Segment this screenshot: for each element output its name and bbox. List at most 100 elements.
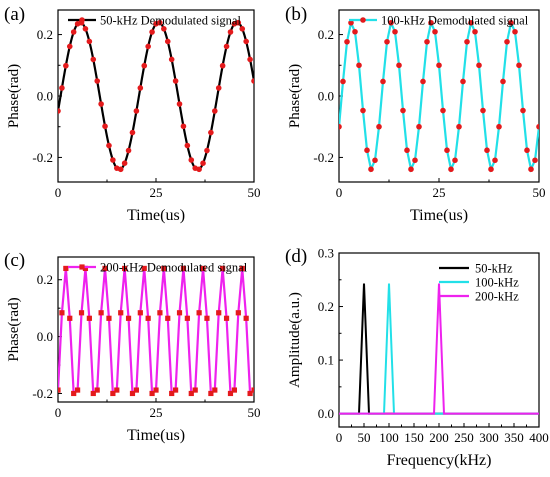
data-point-marker <box>70 29 77 35</box>
data-point-marker <box>528 166 534 173</box>
data-point-marker <box>78 310 85 316</box>
data-point-marker <box>227 29 234 35</box>
legend-label: 50-kHz Demodulated signal <box>100 14 241 28</box>
legend-label: 100-kHz Demodulated signal <box>381 14 529 28</box>
data-point-marker <box>428 19 434 26</box>
y-tick-label: 0.2 <box>318 27 334 42</box>
data-point-marker <box>133 108 140 114</box>
x-tick-label: 50 <box>248 405 261 420</box>
x-tick-label: 250 <box>454 430 474 445</box>
data-point-marker <box>173 387 179 393</box>
data-point-marker <box>94 78 100 84</box>
x-tick-label: 50 <box>248 185 261 200</box>
data-point-marker <box>176 101 183 107</box>
data-point-marker <box>82 265 89 272</box>
data-point-marker <box>172 78 179 84</box>
x-tick-label: 50 <box>533 185 546 200</box>
data-point-marker <box>63 265 69 272</box>
data-point-marker <box>251 387 254 393</box>
y-axis-label: Phase(rad) <box>6 297 22 361</box>
x-tick-label: 25 <box>150 405 163 420</box>
data-point-marker <box>440 107 446 114</box>
data-point-marker <box>94 387 100 393</box>
data-point-marker <box>180 123 187 130</box>
data-point-marker <box>404 147 410 154</box>
data-point-marker <box>168 56 175 63</box>
y-tick-label: -0.2 <box>32 386 53 401</box>
data-point-marker <box>122 265 128 272</box>
legend-marker <box>79 17 85 23</box>
x-tick-label: 0 <box>55 185 62 200</box>
data-point-marker <box>340 78 346 85</box>
y-tick-label: 0.0 <box>318 89 334 104</box>
series-line <box>339 19 539 173</box>
x-axis-label: Time(us) <box>127 207 185 224</box>
x-axis-label: Frequency(kHz) <box>387 452 492 469</box>
data-point-marker <box>251 78 254 84</box>
series-line <box>58 268 254 396</box>
x-axis-label: Time(us) <box>410 207 468 224</box>
data-point-marker <box>227 390 234 397</box>
legend-label: 100-kHz <box>475 276 519 290</box>
x-tick-label: 300 <box>479 430 499 445</box>
y-tick-label: 0.3 <box>318 246 334 261</box>
data-point-marker <box>67 315 73 321</box>
data-point-marker <box>98 101 104 107</box>
data-point-marker <box>416 123 422 130</box>
x-tick-label: 25 <box>433 185 446 200</box>
data-point-marker <box>400 107 406 114</box>
data-point-marker <box>364 147 370 154</box>
chart-panel-1: (a) 0 25 50 -0.2 0.0 0.2 Time(us) Phase(rad) 50-k… <box>4 4 261 224</box>
data-point-marker <box>188 390 194 397</box>
data-point-marker <box>456 123 462 130</box>
data-point-marker <box>129 390 136 397</box>
data-point-marker <box>59 310 65 316</box>
y-tick-label: 0.0 <box>318 406 334 421</box>
data-point-marker <box>200 265 206 272</box>
data-point-marker <box>536 123 539 130</box>
x-tick-label: 0 <box>336 185 343 200</box>
data-point-marker <box>243 315 249 321</box>
data-point-marker <box>164 38 171 45</box>
data-point-marker <box>125 315 132 321</box>
data-point-marker <box>444 147 450 154</box>
chart-panel-4: (d) 0 50 100 150 200 250 300 350 400 0.0 0.1 0.2 0.3 F… <box>285 246 549 470</box>
data-point-marker <box>66 43 73 50</box>
data-point-marker <box>165 315 171 321</box>
data-point-marker <box>420 78 426 85</box>
data-point-marker <box>436 62 442 69</box>
data-point-marker <box>110 157 116 163</box>
data-point-marker <box>157 19 163 26</box>
data-point-marker <box>86 38 93 45</box>
data-point-marker <box>188 157 195 163</box>
data-point-marker <box>133 387 139 393</box>
data-point-marker <box>129 129 136 136</box>
x-tick-label: 25 <box>150 185 163 200</box>
data-point-marker <box>59 85 65 91</box>
data-point-marker <box>161 265 167 272</box>
chart-panel-2: (b) 0 25 50 -0.2 0.0 0.2 Time(us) Phase(rad) 100-… <box>285 4 546 224</box>
data-point-marker <box>424 38 430 45</box>
data-point-marker <box>520 107 526 114</box>
data-point-marker <box>149 390 155 397</box>
legend-label: 200-kHz Demodulated signal <box>100 261 248 275</box>
data-point-marker <box>223 43 230 50</box>
data-point-marker <box>208 390 214 397</box>
data-point-marker <box>243 38 249 45</box>
data-point-marker <box>215 85 222 91</box>
data-point-marker <box>452 157 458 164</box>
data-point-marker <box>372 157 378 164</box>
data-point-marker <box>239 265 245 272</box>
plot-area <box>58 19 254 173</box>
panel-label: (a) <box>4 4 25 25</box>
legend-label: 50-kHz <box>475 262 513 276</box>
data-point-marker <box>220 265 226 272</box>
legend-label: 200-kHz <box>475 290 519 304</box>
data-point-marker <box>125 147 132 154</box>
data-point-marker <box>169 390 175 397</box>
data-point-marker <box>157 310 163 316</box>
data-point-marker <box>90 56 97 63</box>
data-point-marker <box>508 19 514 26</box>
y-tick-label: 0.2 <box>318 299 334 314</box>
legend-marker <box>360 17 366 23</box>
